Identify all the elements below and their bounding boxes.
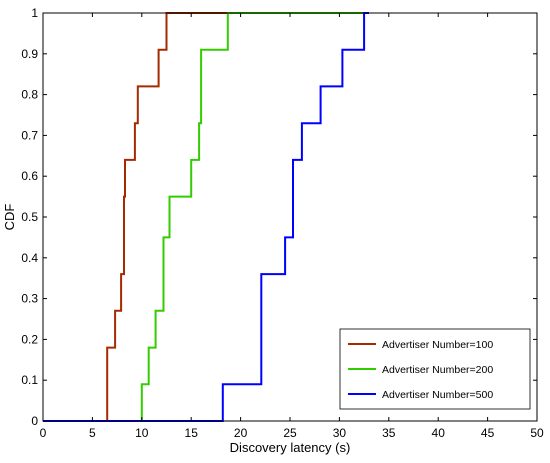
legend-label-2: Advertiser Number=200 [382, 364, 493, 376]
y-axis-ticks: 0 0.1 0.2 0.3 0.4 0.5 0.6 0.7 0.8 0.9 1 [21, 6, 537, 428]
legend-label-3: Advertiser Number=500 [382, 389, 493, 401]
y-tick-label: 0.7 [21, 128, 38, 142]
x-tick-label: 45 [481, 426, 495, 440]
series-line-1 [43, 12, 231, 422]
y-tick-label: 0.5 [21, 210, 38, 224]
y-tick-label: 0.8 [21, 88, 38, 102]
legend: Advertiser Number=100 Advertiser Number=2… [339, 328, 531, 410]
y-tick-label: 1 [31, 6, 38, 20]
x-tick-label: 35 [382, 426, 396, 440]
y-tick-label: 0.9 [21, 47, 38, 61]
legend-label-1: Advertiser Number=100 [382, 339, 493, 351]
series-line-3 [43, 12, 369, 422]
series-line-2 [43, 12, 369, 422]
series-layer [43, 12, 369, 422]
x-tick-label: 0 [40, 426, 47, 440]
x-tick-label: 30 [333, 426, 347, 440]
y-tick-label: 0.4 [21, 251, 38, 265]
y-tick-label: 0.1 [21, 373, 38, 387]
x-tick-label: 25 [283, 426, 297, 440]
x-tick-label: 15 [185, 426, 199, 440]
x-tick-label: 50 [530, 426, 544, 440]
x-tick-label: 10 [135, 426, 149, 440]
y-tick-label: 0.2 [21, 332, 38, 346]
y-tick-label: 0.3 [21, 292, 38, 306]
y-tick-label: 0 [31, 414, 38, 428]
x-tick-label: 40 [432, 426, 446, 440]
x-tick-label: 20 [234, 426, 248, 440]
x-axis-label: Discovery latency (s) [230, 440, 351, 455]
y-axis-label: CDF [2, 204, 17, 231]
x-tick-label: 5 [89, 426, 96, 440]
x-axis-ticks: 0 5 10 15 20 25 30 35 40 45 50 [40, 13, 544, 440]
y-tick-label: 0.6 [21, 169, 38, 183]
